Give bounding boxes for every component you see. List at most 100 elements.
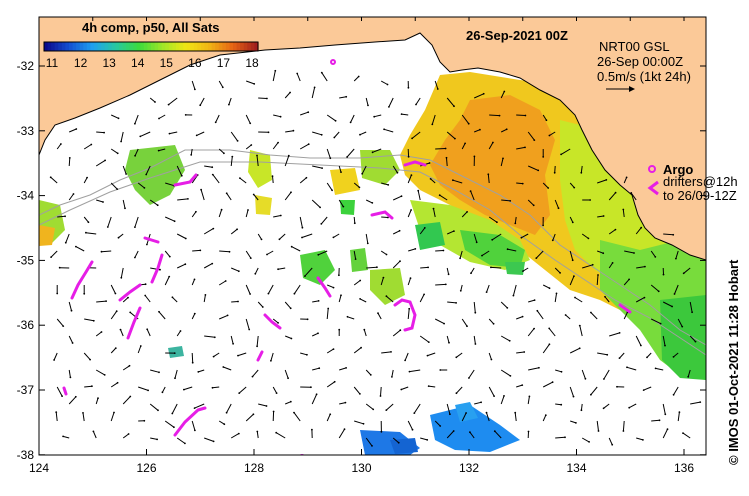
current-vector-head bbox=[672, 233, 675, 236]
current-vector bbox=[580, 403, 583, 411]
colorbar-segment bbox=[172, 42, 177, 51]
current-vector bbox=[359, 131, 367, 136]
current-vector-head bbox=[630, 192, 633, 194]
current-vector bbox=[516, 351, 525, 354]
current-vector-head bbox=[555, 292, 558, 295]
current-vector-head bbox=[590, 311, 592, 314]
current-vector-head bbox=[211, 166, 214, 169]
colorbar-tick-label: 17 bbox=[217, 56, 231, 70]
current-vector bbox=[446, 157, 448, 167]
current-vector bbox=[491, 233, 502, 241]
current-vector-head bbox=[640, 344, 642, 347]
current-vector-head bbox=[267, 131, 270, 134]
colorbar-frame bbox=[43, 41, 259, 52]
colorbar-ramp bbox=[44, 42, 259, 51]
colorbar-segment bbox=[154, 42, 159, 51]
current-vector bbox=[407, 209, 412, 218]
current-vector bbox=[608, 192, 616, 201]
current-vector-head bbox=[55, 411, 58, 413]
current-vector-head bbox=[345, 367, 347, 369]
current-vector-head bbox=[103, 131, 105, 134]
current-vector-head bbox=[385, 253, 388, 256]
current-vector-head bbox=[311, 428, 313, 431]
current-vector-head bbox=[327, 307, 330, 310]
current-vector-head bbox=[544, 414, 547, 417]
sst-patch-c bbox=[300, 250, 335, 285]
current-vector-head bbox=[64, 241, 67, 244]
colorbar-tick-label: 11 bbox=[46, 56, 59, 70]
current-vector-head bbox=[317, 332, 319, 335]
current-vector bbox=[213, 352, 220, 358]
current-vector bbox=[542, 344, 550, 354]
current-vector-head bbox=[184, 442, 186, 445]
plot-area bbox=[39, 17, 706, 455]
current-vector-head bbox=[74, 395, 77, 398]
current-vector-head bbox=[249, 293, 252, 295]
colorbar-tick-label: 15 bbox=[160, 56, 174, 70]
current-vector bbox=[57, 215, 66, 218]
current-vector-head bbox=[580, 171, 583, 174]
current-vector-head bbox=[231, 155, 234, 158]
current-vector bbox=[579, 325, 583, 337]
current-vector bbox=[359, 298, 367, 303]
current-vector bbox=[245, 284, 251, 295]
current-vector-head bbox=[127, 433, 130, 435]
current-vector-head bbox=[87, 221, 90, 224]
current-vector-head bbox=[319, 206, 321, 209]
current-vector-head bbox=[184, 263, 187, 266]
current-vector bbox=[636, 437, 644, 441]
drifter-track bbox=[118, 283, 142, 302]
current-vector bbox=[434, 318, 445, 325]
current-vector bbox=[353, 347, 362, 354]
current-vector bbox=[488, 142, 494, 150]
sst-patch-j bbox=[505, 262, 525, 275]
drifter-track bbox=[393, 298, 417, 332]
current-vector bbox=[582, 264, 593, 269]
current-vector bbox=[528, 299, 535, 303]
current-vector bbox=[435, 283, 446, 286]
current-vector-head bbox=[584, 377, 587, 380]
current-vector bbox=[191, 420, 196, 431]
current-vector-head bbox=[675, 257, 677, 260]
current-vector bbox=[643, 386, 652, 391]
current-vector bbox=[338, 165, 342, 173]
current-vector bbox=[628, 403, 637, 409]
current-vector-head bbox=[332, 236, 335, 239]
current-vector bbox=[488, 318, 494, 325]
current-vector bbox=[527, 199, 535, 206]
current-vector bbox=[650, 318, 661, 325]
current-vector-head bbox=[699, 401, 702, 403]
current-vector-head bbox=[551, 239, 554, 242]
current-vector-head bbox=[413, 412, 416, 414]
colorbar-segment bbox=[140, 42, 145, 51]
colorbar-segment bbox=[193, 42, 198, 51]
drifter-track bbox=[62, 386, 68, 396]
current-vector-head bbox=[396, 171, 399, 174]
current-vector-head bbox=[156, 204, 159, 207]
colorbar-segment bbox=[254, 42, 259, 51]
current-vector-head bbox=[200, 188, 203, 191]
current-vector bbox=[301, 233, 313, 238]
current-vector bbox=[285, 130, 294, 133]
current-vector-head bbox=[248, 328, 251, 331]
current-vector bbox=[366, 266, 377, 269]
current-vector bbox=[245, 250, 252, 259]
current-vector-head bbox=[386, 83, 389, 86]
colorbar-tick-label: 14 bbox=[131, 56, 145, 70]
current-vector-head bbox=[359, 133, 361, 136]
current-vector bbox=[134, 216, 139, 228]
current-vector bbox=[365, 437, 373, 447]
current-vector bbox=[650, 284, 660, 292]
current-vector-head bbox=[125, 173, 127, 175]
current-vector-head bbox=[167, 103, 170, 106]
current-vector bbox=[56, 386, 63, 397]
current-vector-head bbox=[672, 356, 675, 358]
current-vector-head bbox=[414, 248, 417, 250]
current-vector bbox=[231, 267, 239, 272]
current-vector bbox=[380, 250, 387, 255]
current-vector bbox=[419, 294, 425, 303]
current-vector-head bbox=[83, 292, 86, 295]
current-vector bbox=[83, 216, 89, 223]
current-vector bbox=[473, 233, 478, 243]
current-vector-head bbox=[159, 268, 161, 271]
